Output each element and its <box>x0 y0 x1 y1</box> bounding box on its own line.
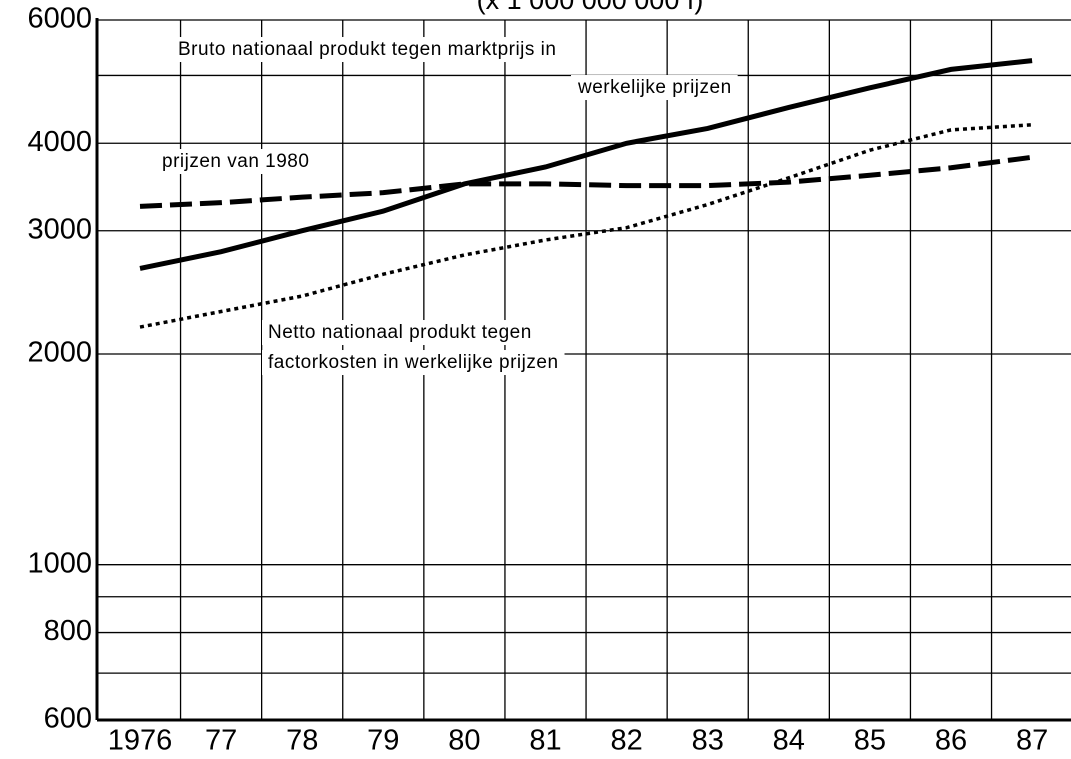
x-tick-label: 81 <box>529 725 561 757</box>
y-tick-label: 4000 <box>27 126 92 158</box>
x-tick-label: 80 <box>448 725 480 757</box>
annotation: Bruto nationaal produkt tegen marktprijs… <box>178 39 556 60</box>
annotation: werkelijke prijzen <box>577 77 732 98</box>
y-tick-label: 600 <box>44 703 92 735</box>
y-tick-label: 3000 <box>27 213 92 245</box>
x-tick-label: 86 <box>935 725 967 757</box>
chart-title: (x 1 000 000 000 f) <box>477 0 704 15</box>
x-tick-label: 77 <box>205 725 237 757</box>
annotation-bg <box>262 320 538 346</box>
annotation-bg <box>156 149 316 175</box>
x-tick-label: 84 <box>773 725 805 757</box>
annotation: Netto nationaal produkt tegen <box>268 322 532 343</box>
y-tick-label: 6000 <box>27 3 92 35</box>
annotation: factorkosten in werkelijke prijzen <box>268 352 559 373</box>
x-tick-label: 85 <box>854 725 886 757</box>
y-tick-label: 800 <box>44 615 92 647</box>
x-tick-label: 87 <box>1016 725 1048 757</box>
x-tick-label: 83 <box>692 725 724 757</box>
annotation: prijzen van 1980 <box>162 151 309 172</box>
y-tick-label: 2000 <box>27 337 92 369</box>
annotation-bg <box>172 37 563 63</box>
annotation-bg <box>571 75 738 101</box>
x-tick-label: 82 <box>610 725 642 757</box>
annotation-bg <box>262 350 565 376</box>
y-tick-label: 1000 <box>27 547 92 579</box>
x-tick-label: 78 <box>286 725 318 757</box>
x-tick-label: 1976 <box>108 725 173 757</box>
x-tick-label: 79 <box>367 725 399 757</box>
series-line <box>139 58 1033 271</box>
